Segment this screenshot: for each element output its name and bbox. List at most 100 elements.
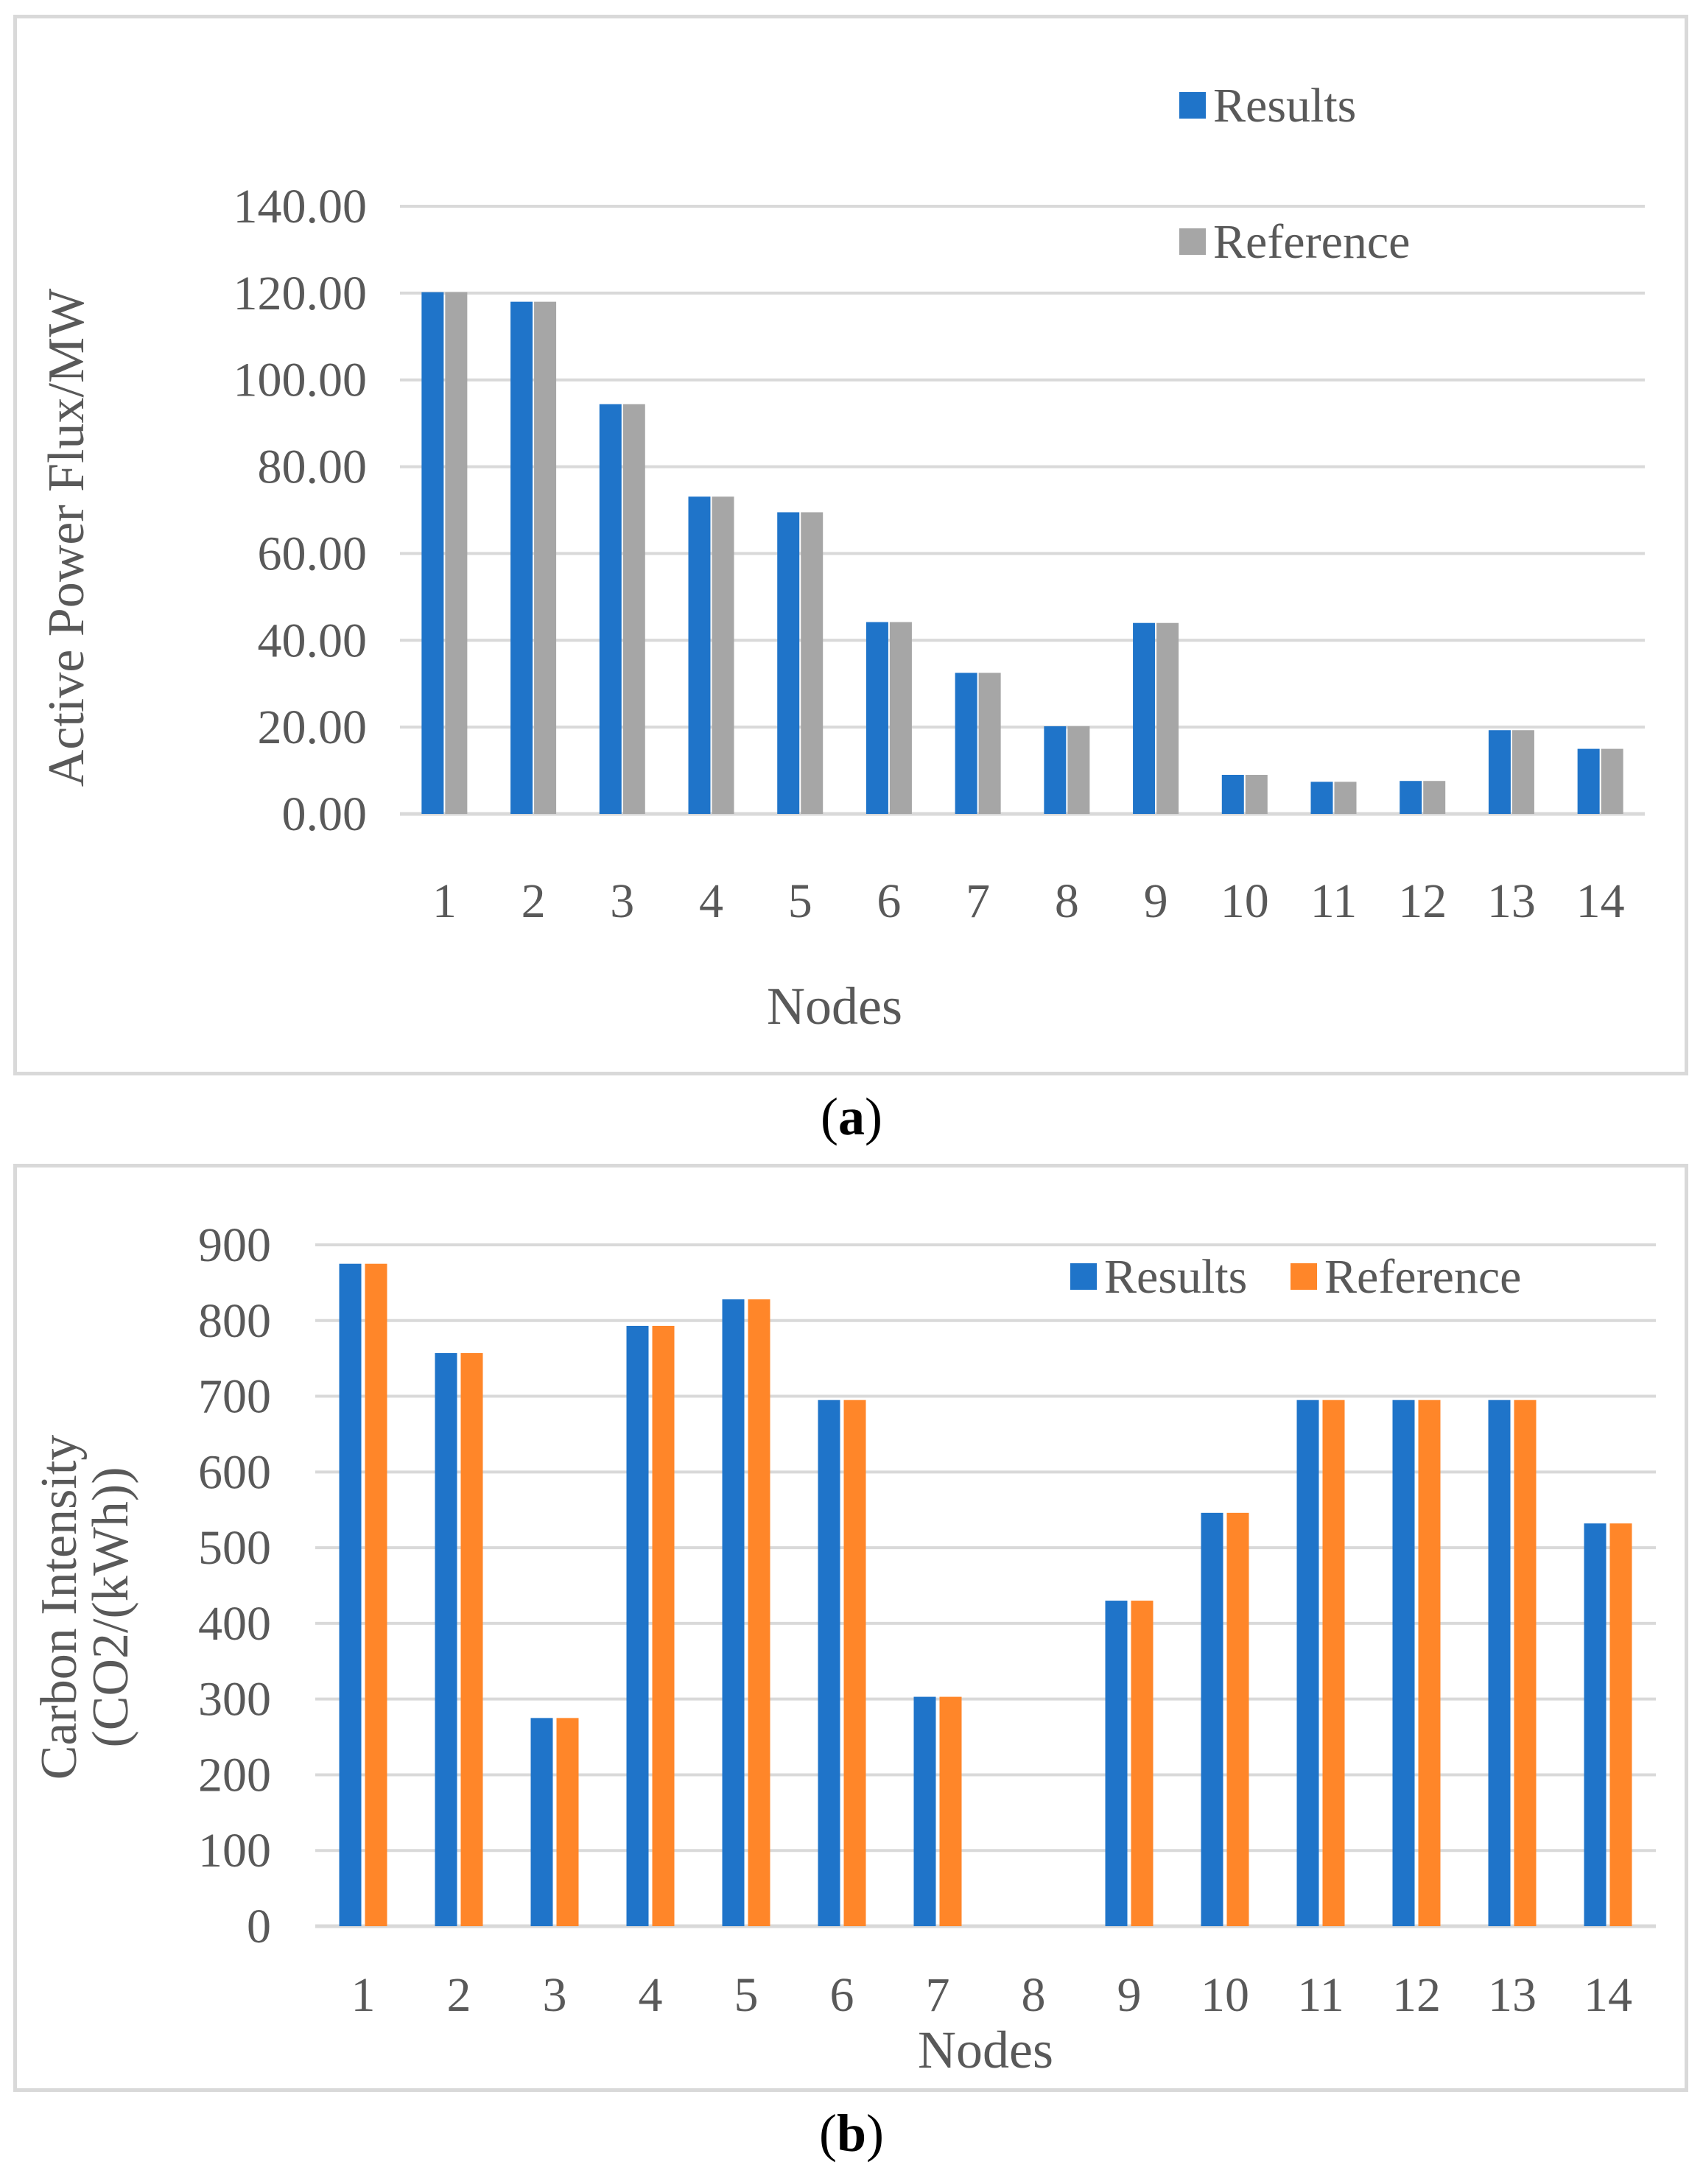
chart-b-ytick-label: 900 [198, 1218, 271, 1272]
chart-b-ylabel: Carbon Intensity [31, 1435, 88, 1780]
chart-b-xtick-label: 7 [926, 1968, 950, 2022]
caption-b-letter: b [836, 2104, 867, 2163]
chart-b-bar-results-node-14 [1584, 1523, 1607, 1926]
chart-b-legend-label-reference: Reference [1324, 1250, 1521, 1304]
chart-a-xtick-label: 13 [1487, 874, 1536, 928]
chart-b-ytick-label: 600 [198, 1445, 271, 1499]
chart-b-ytick-label: 400 [198, 1597, 271, 1651]
chart-b-bar-reference-node-6 [843, 1400, 866, 1926]
chart-b-xtick-label: 11 [1297, 1968, 1344, 2022]
chart-b-bar-results-node-9 [1105, 1601, 1128, 1926]
chart-b-xtick-label: 6 [830, 1968, 854, 2022]
chart-a-xtick-label: 14 [1576, 874, 1625, 928]
chart-a-xtick-label: 12 [1398, 874, 1447, 928]
chart-b-bar-results-node-1 [339, 1263, 362, 1926]
chart-b-bar-results-node-12 [1392, 1400, 1415, 1926]
chart-b-bar-reference-node-9 [1131, 1601, 1154, 1926]
chart-b-bar-results-node-11 [1296, 1400, 1319, 1926]
chart-a-bar-reference-node-7 [978, 673, 1001, 814]
chart-a-ytick-label: 140.00 [233, 180, 368, 234]
chart-b-bar-reference-node-1 [365, 1263, 387, 1926]
chart-b-bar-reference-node-2 [460, 1352, 483, 1926]
chart-b-ytick-label: 800 [198, 1294, 271, 1348]
chart-b-bar-results-node-10 [1201, 1512, 1223, 1926]
chart-a-xlabel: Nodes [767, 977, 902, 1036]
chart-a-ylabel: Active Power Flux/MW [38, 289, 95, 787]
caption-b: (b) [818, 2104, 884, 2163]
chart-b-xtick-label: 14 [1584, 1968, 1632, 2022]
chart-a-xtick-label: 3 [610, 874, 634, 928]
chart-a-xtick-label: 7 [966, 874, 990, 928]
chart-a-bar-results-node-10 [1221, 774, 1244, 814]
chart-b-ytick-label: 700 [198, 1370, 271, 1424]
chart-a-bar-results-node-9 [1133, 622, 1156, 814]
chart-b-xlabel: Nodes [918, 2020, 1053, 2079]
chart-b-bar-reference-node-5 [748, 1299, 770, 1926]
chart-b-bar-results-node-13 [1488, 1400, 1511, 1926]
chart-a-xtick-label: 4 [699, 874, 723, 928]
chart-a-ytick-label: 120.00 [233, 267, 368, 320]
chart-a-bar-reference-node-12 [1423, 781, 1446, 814]
chart-a-ytick-label: 60.00 [258, 527, 368, 580]
chart-b-bar-reference-node-7 [939, 1696, 962, 1926]
chart-b-bar-results-node-3 [530, 1718, 553, 1926]
chart-b-xtick-label: 13 [1488, 1968, 1537, 2022]
chart-a-bar-reference-node-8 [1067, 726, 1090, 814]
chart-b-ytick-label: 100 [198, 1824, 271, 1878]
chart-b-xtick-label: 2 [447, 1968, 471, 2022]
chart-b-bar-results-node-5 [722, 1299, 745, 1926]
chart-a-xtick-label: 2 [522, 874, 546, 928]
chart-a-bar-results-node-11 [1310, 782, 1333, 814]
chart-a-bar-results-node-13 [1488, 730, 1511, 814]
chart-a-bar-reference-node-14 [1601, 748, 1623, 814]
chart-b-xtick-label: 3 [543, 1968, 567, 2022]
chart-a-bar-results-node-2 [510, 301, 533, 815]
chart-b-bar-reference-node-12 [1418, 1400, 1441, 1926]
chart-a-legend-swatch-reference [1179, 228, 1206, 255]
chart-a-xtick-label: 10 [1221, 874, 1269, 928]
chart-a-bar-reference-node-9 [1156, 622, 1179, 814]
chart-b-bar-results-node-2 [435, 1352, 457, 1926]
chart-a-ytick-label: 0.00 [282, 787, 368, 841]
chart-a-bar-results-node-12 [1400, 781, 1422, 814]
chart-a-bar-reference-node-6 [889, 622, 912, 814]
chart-b-bar-results-node-4 [626, 1325, 649, 1926]
chart-b-xtick-label: 9 [1117, 1968, 1142, 2022]
chart-b-xtick-label: 4 [639, 1968, 663, 2022]
caption-a: (a) [821, 1087, 882, 1146]
chart-a-bar-reference-node-3 [622, 404, 645, 814]
caption-a-letter: a [838, 1087, 865, 1146]
chart-b-legend-label-results: Results [1104, 1250, 1247, 1304]
chart-a-bar-reference-node-5 [801, 512, 824, 814]
chart-b-ytick-label: 200 [198, 1748, 271, 1802]
chart-a-bar-reference-node-11 [1334, 782, 1357, 814]
chart-b-legend-swatch-reference [1291, 1263, 1317, 1290]
chart-b-xtick-label: 10 [1201, 1968, 1249, 2022]
chart-b-ytick-label: 300 [198, 1673, 271, 1727]
chart-b-bar-reference-node-4 [652, 1325, 675, 1926]
chart-a-bar-results-node-8 [1044, 726, 1067, 814]
chart-b-ylabel: (CO2/(kWh)) [82, 1467, 139, 1747]
chart-a-bar-results-node-7 [955, 673, 977, 814]
chart-a-bar-reference-node-2 [534, 301, 557, 815]
chart-a-bar-results-node-14 [1577, 748, 1600, 814]
chart-a-bar-results-node-1 [421, 292, 444, 814]
chart-a-bar-results-node-5 [777, 512, 800, 814]
chart-a-xtick-label: 9 [1144, 874, 1168, 928]
chart-a-legend-swatch-results [1179, 92, 1206, 119]
chart-a-bar-results-node-3 [599, 404, 622, 814]
chart-a-bar-reference-node-10 [1245, 774, 1268, 814]
chart-a-ytick-label: 40.00 [258, 614, 368, 667]
chart-b-legend-swatch-results [1070, 1263, 1097, 1290]
chart-a-bar-reference-node-13 [1511, 730, 1534, 814]
chart-a-ytick-label: 80.00 [258, 440, 368, 494]
chart-a-xtick-label: 11 [1310, 874, 1358, 928]
chart-a-xtick-label: 6 [877, 874, 901, 928]
chart-b-ytick-label: 0 [247, 1900, 271, 1953]
chart-a-bar-reference-node-1 [445, 292, 468, 814]
chart-b-xtick-label: 8 [1022, 1968, 1046, 2022]
chart-a-bar-results-node-6 [865, 622, 888, 814]
chart-b-bar-reference-node-13 [1514, 1400, 1537, 1926]
chart-b-bar-results-node-6 [818, 1400, 840, 1926]
